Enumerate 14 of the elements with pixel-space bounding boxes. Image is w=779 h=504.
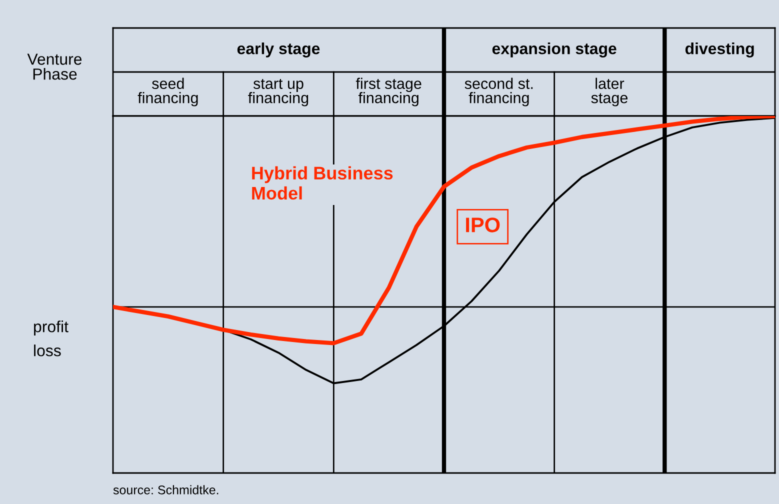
series-label: Hybrid Business Model — [252, 166, 393, 200]
text: profit — [34, 320, 68, 336]
text: early stage — [237, 42, 320, 58]
text: loss — [34, 344, 61, 356]
x-tick-label: later stage — [591, 78, 628, 106]
x-tick-label: start up financing — [248, 78, 308, 106]
x-tick-label: second st. financing — [464, 78, 533, 106]
source-note: source: Schmidtke. — [113, 485, 218, 494]
x-tick-label: first stage financing — [356, 78, 422, 106]
text: Venture Phase — [27, 54, 82, 80]
x-tick-label: seed financing — [138, 78, 198, 106]
text: divesting — [685, 42, 754, 58]
annotation: IPO — [466, 218, 500, 232]
text: expansion stage — [492, 42, 616, 58]
